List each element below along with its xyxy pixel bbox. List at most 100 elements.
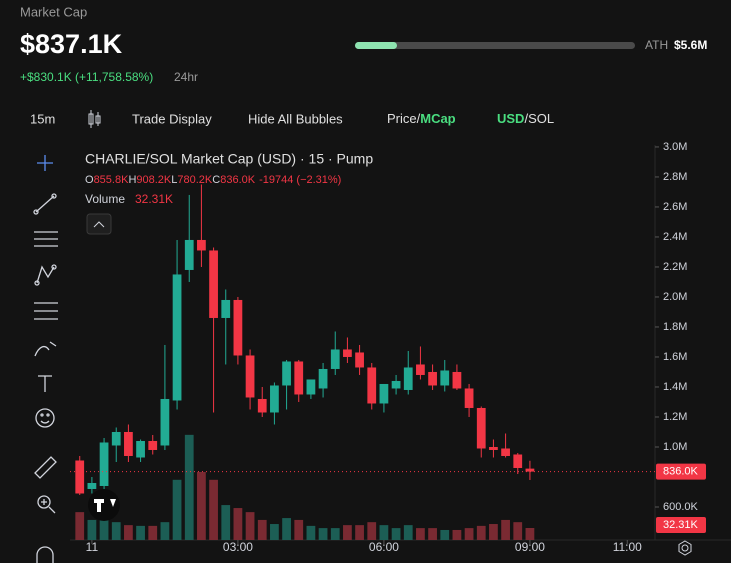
candle-body: [306, 379, 316, 395]
candle-body: [403, 367, 413, 390]
collapse-button[interactable]: [86, 213, 112, 235]
candle-body: [111, 431, 121, 446]
candle-body: [428, 371, 437, 386]
volume-bar: [416, 528, 425, 540]
ohlc-change: -19744 (−2.31%): [259, 174, 341, 186]
ath-progress-fill: [355, 42, 397, 49]
interval[interactable]: 15m: [30, 111, 55, 126]
x-tick-label: 11: [86, 540, 99, 554]
market-cap-label: Market Cap: [20, 4, 87, 19]
last-volume-box: [656, 516, 706, 533]
currency-toggle[interactable]: USD/SOL: [497, 111, 554, 126]
ohlc-value: 780.2K: [177, 174, 213, 186]
legend-volume-label: Volume: [85, 192, 125, 206]
candle-body: [452, 371, 462, 389]
candle-body: [209, 250, 218, 318]
candle-body: [99, 442, 109, 486]
volume-bar: [245, 512, 255, 540]
volume-bar: [440, 529, 450, 540]
volume-bar: [257, 519, 267, 540]
x-tick-label: 03:00: [223, 540, 253, 554]
volume-bar: [87, 519, 97, 540]
volume-bar: [124, 525, 133, 540]
volume-bar: [379, 525, 389, 540]
volume-bar: [221, 505, 231, 540]
last-price-label: 836.0K: [663, 465, 699, 477]
mcap-option[interactable]: MCap: [420, 111, 455, 126]
y-tick-label: 2.6M: [663, 201, 687, 213]
candle-body: [416, 364, 425, 375]
ohlc-value: 855.8K: [94, 174, 130, 186]
y-tick-label: 1.0M: [663, 441, 687, 453]
volume-bar: [330, 528, 340, 540]
legend-title: CHARLIE/SOL Market Cap (USD) · 15 · Pump: [85, 151, 373, 167]
candle-body: [525, 468, 535, 472]
candle-body: [343, 349, 352, 357]
candle-body: [270, 385, 279, 413]
volume-bar: [148, 525, 158, 540]
candle-icon[interactable]: [88, 110, 101, 128]
candle-body: [513, 454, 523, 468]
volume-bar: [99, 518, 109, 540]
candle-body: [476, 407, 486, 449]
ohlc-key: H: [128, 174, 136, 186]
candle-body: [355, 352, 364, 368]
volume-bar: [209, 479, 218, 540]
candle-body: [464, 388, 474, 408]
candle-body: [75, 460, 85, 494]
y-tick-label: 600.0K: [663, 501, 699, 513]
candle-body: [379, 383, 389, 404]
volume-bar: [355, 525, 364, 540]
ath-value: $5.6M: [674, 38, 707, 52]
price-option[interactable]: Price/: [387, 111, 421, 126]
candle-body: [391, 380, 401, 389]
hide-bubbles[interactable]: Hide All Bubbles: [248, 111, 343, 126]
volume-bar: [318, 528, 328, 540]
ath-label: ATH: [645, 38, 668, 52]
volume-bar: [343, 525, 352, 540]
volume-bar: [489, 524, 498, 540]
y-tick-label: 3.0M: [663, 141, 687, 153]
x-tick-label: 09:00: [515, 540, 545, 554]
trade-display[interactable]: Trade Display: [132, 111, 212, 126]
candle-body: [282, 361, 291, 386]
ath-progress-track: [355, 42, 635, 49]
ohlc-key: O: [85, 174, 94, 186]
tv-logo[interactable]: [88, 489, 120, 521]
candle-body: [257, 398, 267, 413]
candle-body: [440, 370, 450, 386]
volume-bar: [452, 529, 462, 540]
settings-icon[interactable]: [678, 540, 692, 556]
candle-body: [124, 431, 133, 456]
y-tick-label: 1.6M: [663, 351, 687, 363]
candle-body: [184, 239, 194, 270]
volume-bar: [464, 528, 474, 540]
volume-bar: [233, 508, 243, 540]
candle-body: [245, 355, 255, 398]
legend-ohlc: O855.8KH908.2KL780.2KC836.0K -19744 (−2.3…: [85, 174, 341, 186]
drawing-tools[interactable]: [33, 155, 58, 563]
candle-body: [160, 398, 170, 446]
tv-logo-mark: [94, 499, 116, 512]
candle-body: [489, 446, 498, 450]
candle-body: [294, 361, 304, 395]
ohlc-value: 908.2K: [136, 174, 172, 186]
usd-option[interactable]: USD: [497, 111, 524, 126]
y-tick-label: 1.2M: [663, 411, 687, 423]
sol-option[interactable]: /SOL: [524, 111, 554, 126]
x-tick-label: 11:00: [613, 540, 642, 554]
volume-bar: [75, 512, 85, 540]
y-tick-label: 2.4M: [663, 231, 687, 243]
volume-bar: [172, 479, 182, 540]
volume-bar: [136, 525, 145, 540]
candle-body: [318, 368, 328, 389]
volume-bar: [513, 522, 523, 540]
candle-body: [233, 299, 243, 356]
period: 24hr: [174, 70, 198, 84]
volume-bar: [391, 528, 401, 540]
y-tick-label: 2.8M: [663, 171, 687, 183]
price-toggle[interactable]: Price/MCap: [387, 111, 456, 126]
y-tick-label: 1.8M: [663, 321, 687, 333]
